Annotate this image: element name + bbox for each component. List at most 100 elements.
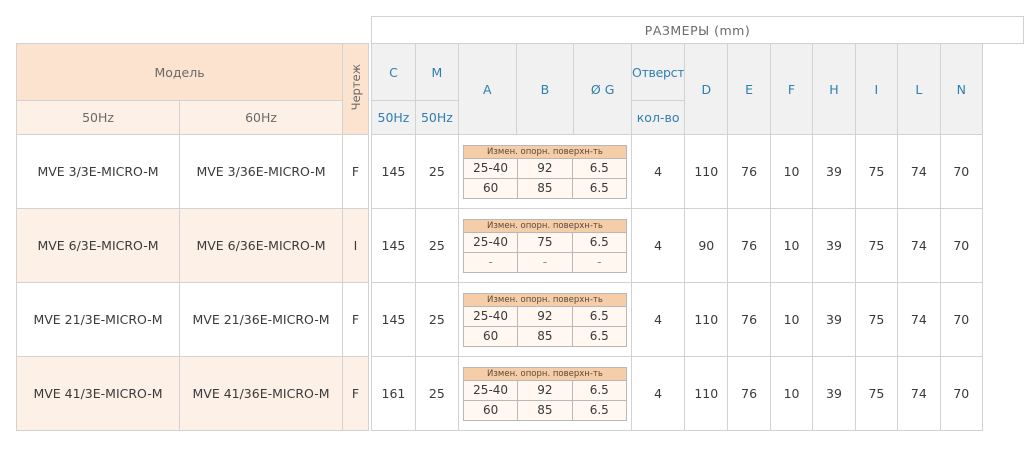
col-h-header: H: [812, 43, 856, 135]
support-surface-row: 25-40 92 6.5: [462, 379, 627, 401]
holes-cell: 4: [631, 356, 686, 431]
model-60hz-cell: MVE 41/36E-MICRO-M: [179, 356, 343, 431]
d-cell: 110: [684, 282, 729, 357]
table-row: 145 25 Измен. опорн. поверхн-ть 25-40 92 6.5 6…: [371, 282, 1024, 357]
support-surface-cell: 6.5: [571, 379, 627, 401]
support-surface-cell: 25-40: [462, 157, 519, 179]
m-cell: 25: [414, 134, 459, 209]
table-row: 161 25 Измен. опорн. поверхн-ть 25-40 92 6.5 6…: [371, 356, 1024, 431]
support-surface-subtable: Измен. опорн. поверхн-ть 25-40 92 6.5 60 85 6.…: [462, 366, 627, 421]
support-surface-cell: 25-40: [462, 231, 519, 253]
col-a-header: A: [457, 43, 517, 135]
support-surface-subtable: Измен. опорн. поверхн-ть 25-40 75 6.5- - -: [462, 218, 627, 273]
l-cell: 74: [897, 208, 941, 283]
d-cell: 90: [684, 208, 729, 283]
col-d-header: D: [684, 43, 729, 135]
abg-cell: Измен. опорн. поверхн-ть 25-40 92 6.5 60 85 6.…: [457, 134, 633, 209]
support-surface-cell: 6.5: [571, 325, 627, 347]
i-cell: 75: [854, 282, 899, 357]
table-row: MVE 3/3E-MICRO-M MVE 3/36E-MICRO-M F: [16, 134, 369, 209]
model-50hz-header: 50Hz: [16, 100, 180, 135]
table-row: MVE 21/3E-MICRO-M MVE 21/36E-MICRO-M F: [16, 282, 369, 357]
support-surface-cell: 60: [462, 399, 519, 421]
d-cell: 110: [684, 134, 729, 209]
col-g-header: Ø G: [573, 43, 633, 135]
support-surface-cell: 60: [462, 177, 519, 199]
n-cell: 70: [939, 282, 983, 357]
l-cell: 74: [897, 356, 941, 431]
support-surface-cell: 6.5: [571, 305, 627, 327]
m-cell: 25: [414, 208, 459, 283]
c-cell: 145: [371, 282, 416, 357]
models-table: Модель Чертеж 50Hz 60Hz MVE 3/3E-MICRO-M…: [16, 43, 369, 431]
f-cell: 10: [769, 208, 814, 283]
drawing-header-label: Чертеж: [348, 64, 363, 111]
c-cell: 161: [371, 356, 416, 431]
support-surface-header: Измен. опорн. поверхн-ть: [462, 218, 627, 233]
model-60hz-cell: MVE 3/36E-MICRO-M: [179, 134, 343, 209]
drawing-cell: F: [342, 356, 369, 431]
support-surface-row: 60 85 6.5: [462, 325, 627, 347]
model-60hz-cell: MVE 21/36E-MICRO-M: [179, 282, 343, 357]
e-cell: 76: [727, 134, 771, 209]
support-surface-cell: 85: [517, 399, 573, 421]
support-surface-cell: 75: [517, 231, 573, 253]
drawing-header: Чертеж: [342, 43, 369, 135]
model-60hz-cell: MVE 6/36E-MICRO-M: [179, 208, 343, 283]
m-cell: 25: [414, 282, 459, 357]
col-l-header: L: [897, 43, 941, 135]
drawing-cell: I: [342, 208, 369, 283]
drawing-cell: F: [342, 282, 369, 357]
col-m-sub-header: 50Hz: [414, 100, 459, 135]
n-cell: 70: [939, 134, 983, 209]
model-50hz-cell: MVE 3/3E-MICRO-M: [16, 134, 180, 209]
e-cell: 76: [727, 356, 771, 431]
support-surface-cell: 6.5: [571, 399, 627, 421]
support-surface-row: ---: [462, 251, 627, 273]
dimensions-title: РАЗМЕРЫ (mm): [371, 16, 1024, 44]
support-surface-row: 60 85 6.5: [462, 399, 627, 421]
col-i-header: I: [854, 43, 899, 135]
support-surface-header: Измен. опорн. поверхн-ть: [462, 144, 627, 159]
m-cell: 25: [414, 356, 459, 431]
e-cell: 76: [727, 282, 771, 357]
col-m-header: M: [414, 43, 459, 101]
col-holes-sub-header: кол-во: [631, 100, 686, 135]
support-surface-subtable: Измен. опорн. поверхн-ть 25-40 92 6.5 60 85 6.…: [462, 292, 627, 347]
support-surface-cell: -: [517, 251, 573, 273]
support-surface-row: 25-40 75 6.5: [462, 231, 627, 253]
col-f-header: F: [769, 43, 814, 135]
l-cell: 74: [897, 134, 941, 209]
support-surface-cell: 85: [517, 177, 573, 199]
c-cell: 145: [371, 208, 416, 283]
f-cell: 10: [769, 282, 814, 357]
col-c-sub-header: 50Hz: [371, 100, 416, 135]
i-cell: 75: [854, 208, 899, 283]
col-n-header: N: [939, 43, 983, 135]
i-cell: 75: [854, 134, 899, 209]
holes-cell: 4: [631, 208, 686, 283]
table-row: MVE 41/3E-MICRO-M MVE 41/36E-MICRO-M F: [16, 356, 369, 431]
support-surface-row: 25-40 92 6.5: [462, 305, 627, 327]
abg-cell: Измен. опорн. поверхн-ть 25-40 92 6.5 60 85 6.…: [457, 356, 633, 431]
support-surface-cell: -: [462, 251, 519, 273]
drawing-cell: F: [342, 134, 369, 209]
d-cell: 110: [684, 356, 729, 431]
support-surface-cell: -: [571, 251, 627, 273]
col-c-header: C: [371, 43, 416, 101]
support-surface-row: 60 85 6.5: [462, 177, 627, 199]
h-cell: 39: [812, 282, 856, 357]
support-surface-cell: 60: [462, 325, 519, 347]
support-surface-cell: 92: [517, 379, 573, 401]
holes-cell: 4: [631, 282, 686, 357]
dimensions-table: РАЗМЕРЫ (mm) C M A B Ø G Отверст D E F H…: [371, 16, 1024, 431]
n-cell: 70: [939, 356, 983, 431]
f-cell: 10: [769, 356, 814, 431]
h-cell: 39: [812, 208, 856, 283]
abg-cell: Измен. опорн. поверхн-ть 25-40 92 6.5 60 85 6.…: [457, 282, 633, 357]
h-cell: 39: [812, 134, 856, 209]
model-50hz-cell: MVE 6/3E-MICRO-M: [16, 208, 180, 283]
support-surface-cell: 92: [517, 305, 573, 327]
model-60hz-header: 60Hz: [179, 100, 343, 135]
n-cell: 70: [939, 208, 983, 283]
